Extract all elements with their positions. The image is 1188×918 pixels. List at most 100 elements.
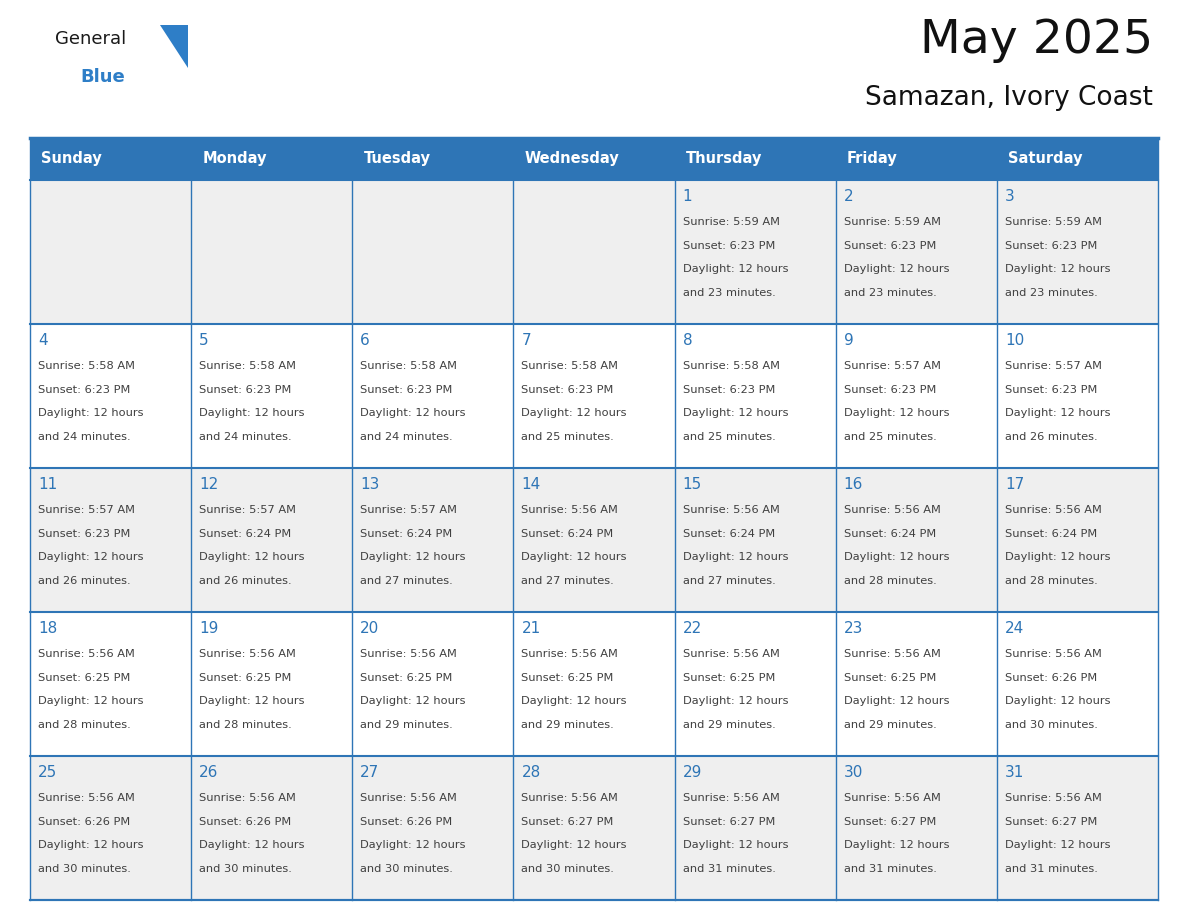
Text: Sunset: 6:25 PM: Sunset: 6:25 PM [200,673,291,683]
Bar [513,138,675,180]
Text: and 24 minutes.: and 24 minutes. [360,431,453,442]
Text: 17: 17 [1005,476,1024,492]
Text: Daylight: 12 hours: Daylight: 12 hours [683,840,788,850]
Text: Sunset: 6:23 PM: Sunset: 6:23 PM [683,241,775,251]
Text: and 29 minutes.: and 29 minutes. [522,720,614,730]
Text: General: General [55,30,126,48]
Text: and 31 minutes.: and 31 minutes. [1005,864,1098,874]
Bar [675,138,835,180]
Text: Sunrise: 5:56 AM: Sunrise: 5:56 AM [683,506,779,515]
Text: Sunset: 6:23 PM: Sunset: 6:23 PM [200,385,291,395]
Text: Sunset: 6:23 PM: Sunset: 6:23 PM [360,385,453,395]
Text: 31: 31 [1005,765,1024,779]
Text: Daylight: 12 hours: Daylight: 12 hours [843,697,949,706]
Text: Sunrise: 5:56 AM: Sunrise: 5:56 AM [360,649,457,659]
Text: and 27 minutes.: and 27 minutes. [522,576,614,586]
Text: Thursday: Thursday [685,151,763,166]
Text: 28: 28 [522,765,541,779]
Text: Sunset: 6:26 PM: Sunset: 6:26 PM [38,817,131,827]
Text: 29: 29 [683,765,702,779]
Text: Daylight: 12 hours: Daylight: 12 hours [843,840,949,850]
Text: Blue: Blue [80,68,125,86]
Text: Sunrise: 5:57 AM: Sunrise: 5:57 AM [360,506,457,515]
Text: Daylight: 12 hours: Daylight: 12 hours [1005,409,1111,419]
Text: Daylight: 12 hours: Daylight: 12 hours [360,840,466,850]
Text: 11: 11 [38,476,57,492]
Text: Sunrise: 5:58 AM: Sunrise: 5:58 AM [38,362,135,372]
Text: Daylight: 12 hours: Daylight: 12 hours [200,409,304,419]
Text: Sunrise: 5:58 AM: Sunrise: 5:58 AM [360,362,457,372]
Text: Sunrise: 5:59 AM: Sunrise: 5:59 AM [1005,218,1102,228]
Text: Sunrise: 5:56 AM: Sunrise: 5:56 AM [522,649,619,659]
Text: Sunrise: 5:56 AM: Sunrise: 5:56 AM [1005,649,1101,659]
Text: 26: 26 [200,765,219,779]
Text: Sunrise: 5:56 AM: Sunrise: 5:56 AM [360,793,457,803]
Text: May 2025: May 2025 [920,18,1154,63]
Text: Sunrise: 5:59 AM: Sunrise: 5:59 AM [683,218,779,228]
Text: and 28 minutes.: and 28 minutes. [200,720,292,730]
Text: Sunrise: 5:56 AM: Sunrise: 5:56 AM [522,506,619,515]
Text: Daylight: 12 hours: Daylight: 12 hours [200,697,304,706]
Text: and 23 minutes.: and 23 minutes. [1005,288,1098,297]
Bar [30,468,1158,612]
Text: Sunset: 6:23 PM: Sunset: 6:23 PM [843,385,936,395]
Text: Sunset: 6:25 PM: Sunset: 6:25 PM [522,673,614,683]
Text: and 29 minutes.: and 29 minutes. [683,720,776,730]
Text: Sunset: 6:24 PM: Sunset: 6:24 PM [683,529,775,539]
Text: Sunrise: 5:58 AM: Sunrise: 5:58 AM [522,362,619,372]
Text: Daylight: 12 hours: Daylight: 12 hours [200,840,304,850]
Text: and 25 minutes.: and 25 minutes. [522,431,614,442]
Text: 3: 3 [1005,188,1015,204]
Text: Daylight: 12 hours: Daylight: 12 hours [843,553,949,563]
Text: Daylight: 12 hours: Daylight: 12 hours [522,409,627,419]
Text: Sunrise: 5:56 AM: Sunrise: 5:56 AM [200,649,296,659]
Text: Sunrise: 5:56 AM: Sunrise: 5:56 AM [200,793,296,803]
Text: Daylight: 12 hours: Daylight: 12 hours [843,264,949,274]
Text: Daylight: 12 hours: Daylight: 12 hours [38,553,144,563]
Text: and 23 minutes.: and 23 minutes. [843,288,936,297]
Text: Sunset: 6:24 PM: Sunset: 6:24 PM [1005,529,1098,539]
Text: Sunset: 6:24 PM: Sunset: 6:24 PM [843,529,936,539]
Text: Daylight: 12 hours: Daylight: 12 hours [683,553,788,563]
Bar [835,138,997,180]
Text: Daylight: 12 hours: Daylight: 12 hours [522,697,627,706]
Text: and 28 minutes.: and 28 minutes. [38,720,131,730]
Text: Sunset: 6:23 PM: Sunset: 6:23 PM [1005,241,1098,251]
Text: Sunset: 6:23 PM: Sunset: 6:23 PM [522,385,614,395]
Text: Sunset: 6:25 PM: Sunset: 6:25 PM [38,673,131,683]
Text: 22: 22 [683,621,702,635]
Text: Sunrise: 5:56 AM: Sunrise: 5:56 AM [1005,793,1101,803]
Text: Sunset: 6:24 PM: Sunset: 6:24 PM [522,529,614,539]
Text: Daylight: 12 hours: Daylight: 12 hours [522,840,627,850]
Text: and 28 minutes.: and 28 minutes. [1005,576,1098,586]
Bar [30,324,1158,468]
Bar [353,138,513,180]
Text: and 25 minutes.: and 25 minutes. [683,431,776,442]
Text: 21: 21 [522,621,541,635]
Text: Sunset: 6:26 PM: Sunset: 6:26 PM [1005,673,1098,683]
Bar [30,612,1158,756]
Text: 30: 30 [843,765,864,779]
Text: and 27 minutes.: and 27 minutes. [360,576,453,586]
Text: Sunrise: 5:58 AM: Sunrise: 5:58 AM [683,362,779,372]
Polygon shape [160,25,188,68]
Text: Sunset: 6:24 PM: Sunset: 6:24 PM [200,529,291,539]
Text: and 30 minutes.: and 30 minutes. [522,864,614,874]
Text: Sunday: Sunday [42,151,102,166]
Text: Sunrise: 5:58 AM: Sunrise: 5:58 AM [200,362,296,372]
Text: 23: 23 [843,621,864,635]
Text: Tuesday: Tuesday [364,151,430,166]
Text: 4: 4 [38,332,48,348]
Text: Sunset: 6:27 PM: Sunset: 6:27 PM [683,817,775,827]
Text: 25: 25 [38,765,57,779]
Text: Daylight: 12 hours: Daylight: 12 hours [522,553,627,563]
Text: Daylight: 12 hours: Daylight: 12 hours [1005,264,1111,274]
Text: and 31 minutes.: and 31 minutes. [843,864,936,874]
Text: and 30 minutes.: and 30 minutes. [38,864,131,874]
Text: 16: 16 [843,476,864,492]
Text: Wednesday: Wednesday [525,151,619,166]
Text: Sunrise: 5:56 AM: Sunrise: 5:56 AM [843,793,941,803]
Text: Daylight: 12 hours: Daylight: 12 hours [360,409,466,419]
Text: Sunrise: 5:57 AM: Sunrise: 5:57 AM [38,506,135,515]
Text: 6: 6 [360,332,371,348]
